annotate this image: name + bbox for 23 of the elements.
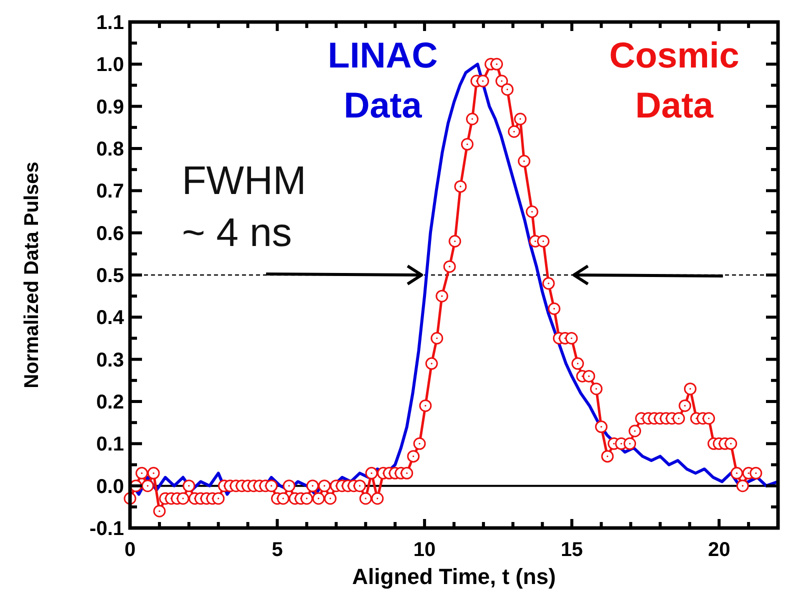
y-tick-label: 0.8 — [96, 138, 124, 160]
y-tick-label: 0.1 — [96, 434, 124, 456]
y-tick-label: 1.1 — [96, 12, 124, 34]
x-axis-title: Aligned Time, t (ns) — [352, 564, 556, 589]
x-tick-label: 5 — [272, 539, 283, 561]
x-tick-label: 10 — [413, 539, 436, 561]
series-label: LINAC Data — [328, 34, 438, 126]
y-tick-label: 0.0 — [96, 476, 124, 498]
annotation: FWHM ~ 4 ns — [182, 159, 306, 256]
text: Cosmic Data — [609, 34, 740, 126]
y-tick-label: -0.1 — [90, 518, 124, 540]
x-tick-label: 15 — [560, 539, 583, 561]
y-tick-label: 0.2 — [96, 392, 124, 414]
y-tick-label: 1.0 — [96, 54, 124, 76]
y-tick-label: 0.3 — [96, 349, 124, 372]
x-tick-label: 0 — [124, 539, 136, 561]
y-tick-label: 0.6 — [96, 222, 124, 245]
y-tick-label: 0.7 — [96, 180, 124, 203]
y-tick-label: 0.4 — [96, 307, 125, 330]
y-axis-title: Normalized Data Pulses — [21, 162, 43, 388]
x-tick-label: 20 — [708, 539, 730, 561]
y-tick-label: 0.9 — [96, 96, 124, 118]
y-tick-label: 0.5 — [96, 265, 124, 287]
